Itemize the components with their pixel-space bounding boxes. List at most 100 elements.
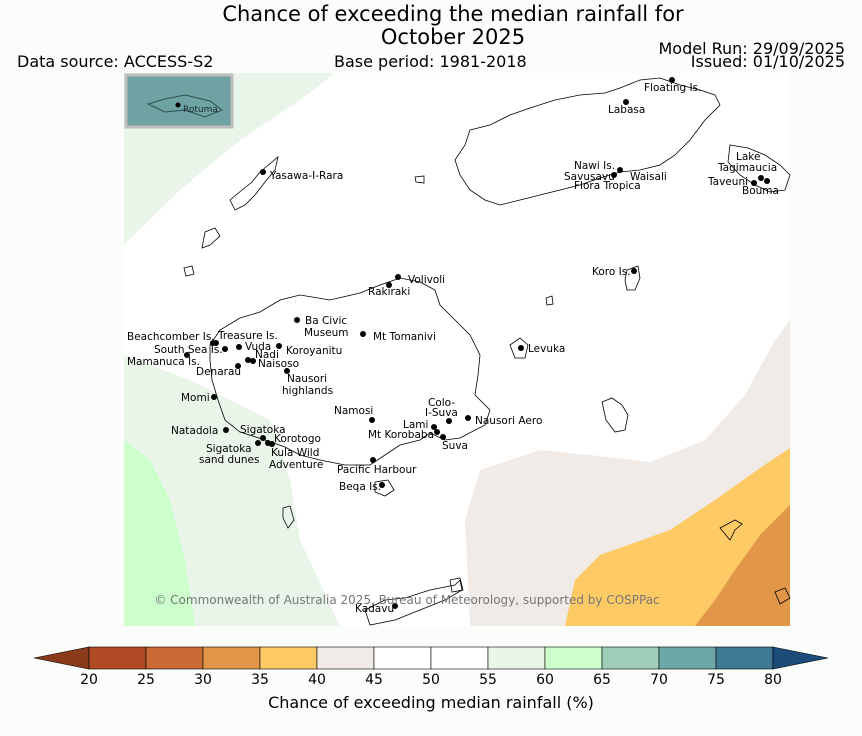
- place-label: Museum: [304, 327, 349, 339]
- rotuma-inset: [124, 73, 234, 129]
- place-label: Savusavu: [564, 171, 615, 183]
- place-label: Koroyanitu: [286, 345, 342, 357]
- colorbar-bin: [88, 646, 147, 670]
- colorbar-tick: 60: [536, 672, 554, 688]
- place-label: Pacific Harbour: [337, 464, 417, 476]
- gau-coast: [601, 397, 629, 433]
- place-label: Nadi: [255, 349, 279, 361]
- colorbar-label: Chance of exceeding median rainfall (%): [268, 693, 594, 712]
- beqa-coast: [374, 479, 395, 497]
- koro-coast: [624, 265, 641, 291]
- map-title-line2: October 2025: [380, 25, 526, 49]
- place-label: Natadola: [171, 425, 218, 437]
- place-label: Nawi Is.: [574, 160, 615, 172]
- place-label: Tagimaucia: [717, 162, 777, 174]
- place-label: sand dunes: [199, 454, 259, 466]
- place-label: Vuda: [245, 341, 271, 353]
- place-label: Yasawa-I-Rara: [269, 170, 343, 182]
- rotuma-marker: [175, 102, 181, 108]
- place-label: Lami: [403, 419, 428, 431]
- colorbar-bin: [658, 646, 717, 670]
- place-label: highlands: [282, 385, 333, 397]
- place-label: Sigatoka: [240, 424, 286, 436]
- zone-30-35: [695, 505, 790, 626]
- colorbar-tick: 75: [707, 672, 725, 688]
- issued-label: Issued: 01/10/2025: [690, 52, 845, 71]
- colorbar-tick: 35: [251, 672, 269, 688]
- colorbar-bin: [544, 646, 603, 670]
- place-label: Kula Wild: [271, 447, 319, 459]
- place-markers: [184, 77, 770, 609]
- colorbar-bin: [316, 646, 375, 670]
- place-label: Denarau: [196, 366, 241, 378]
- colorbar-bin: [430, 646, 489, 670]
- colorbar-bin: [715, 646, 774, 670]
- ovalau-coast: [509, 337, 529, 359]
- place-labels: Floating Is. Labasa Yasawa-I-Rara Nawi I…: [127, 82, 779, 615]
- place-label: Nausori: [287, 373, 327, 385]
- model-run-label: Model Run: 29/09/2025: [658, 39, 846, 58]
- colorbar-extend-low: [33, 646, 90, 670]
- colorbar-tick: 40: [308, 672, 326, 688]
- place-label: Adventure: [269, 459, 323, 471]
- yasawa-chain: [201, 155, 279, 249]
- colorbar-bin: [202, 646, 261, 670]
- place-label: Treasure Is.: [217, 330, 278, 342]
- place-label: Floating Is.: [644, 82, 701, 94]
- colorbar: [33, 646, 829, 670]
- vanua-levu-coast: [454, 77, 721, 206]
- colorbar-bin: [487, 646, 546, 670]
- colorbar-bin: [601, 646, 660, 670]
- colorbar-tick: 65: [593, 672, 611, 688]
- colorbar-tick: 70: [650, 672, 668, 688]
- place-label: Taveuni: [707, 176, 748, 188]
- place-label: Waisali: [630, 171, 667, 183]
- place-label: Mamanuca Is.: [127, 356, 200, 368]
- place-label: Beachcomber Is.: [127, 331, 215, 343]
- place-label: Momi: [181, 392, 210, 404]
- small-island-d: [449, 577, 464, 593]
- kadavu-coast: [364, 579, 463, 626]
- place-label: Levuka: [528, 343, 565, 355]
- place-label: I-Suva: [425, 407, 458, 419]
- colorbar-bin: [145, 646, 204, 670]
- colorbar-extend-high: [772, 646, 829, 670]
- place-label: Mt Korobaba: [368, 429, 434, 441]
- rotuma-outline: [146, 94, 224, 118]
- place-label: Lake: [736, 151, 760, 163]
- place-label: Volivoli: [408, 274, 445, 286]
- colorbar-tick: 45: [365, 672, 383, 688]
- place-label: Kadavu: [355, 603, 394, 615]
- place-label: Mt Tomanivi: [373, 331, 436, 343]
- place-label: Sigatoka: [206, 443, 252, 455]
- zone-60-65: [124, 440, 195, 626]
- place-label: Nausori Aero: [475, 415, 542, 427]
- place-label: Flora Tropica: [574, 180, 641, 192]
- colorbar-tick: 20: [80, 672, 98, 688]
- place-label: Naisoso: [258, 358, 299, 370]
- place-label: Suva: [442, 440, 468, 452]
- small-island-b: [414, 175, 425, 184]
- colorbar-tick: 50: [422, 672, 440, 688]
- colorbar-tick: 55: [479, 672, 497, 688]
- map-title-line1: Chance of exceeding the median rainfall …: [222, 2, 684, 26]
- place-label: Colo-: [428, 397, 455, 409]
- colorbar-tick: 30: [194, 672, 212, 688]
- vatulele-coast: [282, 505, 295, 529]
- colorbar-bin: [373, 646, 432, 670]
- place-label: Namosi: [334, 405, 373, 417]
- place-label: South Sea Is.: [154, 344, 223, 356]
- small-island-c: [545, 295, 554, 306]
- small-island-a: [183, 265, 195, 277]
- taveuni-coast: [727, 144, 791, 193]
- place-label: Labasa: [608, 104, 645, 116]
- rotuma-label: Rotuma: [183, 105, 218, 115]
- place-label: Korotogo: [274, 433, 321, 445]
- place-label: Koro Is.: [592, 266, 631, 278]
- base-period-label: Base period: 1981-2018: [334, 52, 527, 71]
- place-label: Beqa Is.: [339, 481, 381, 493]
- colorbar-tick: 25: [137, 672, 155, 688]
- lau-island-1: [719, 519, 743, 541]
- place-label: Rakiraki: [368, 286, 410, 298]
